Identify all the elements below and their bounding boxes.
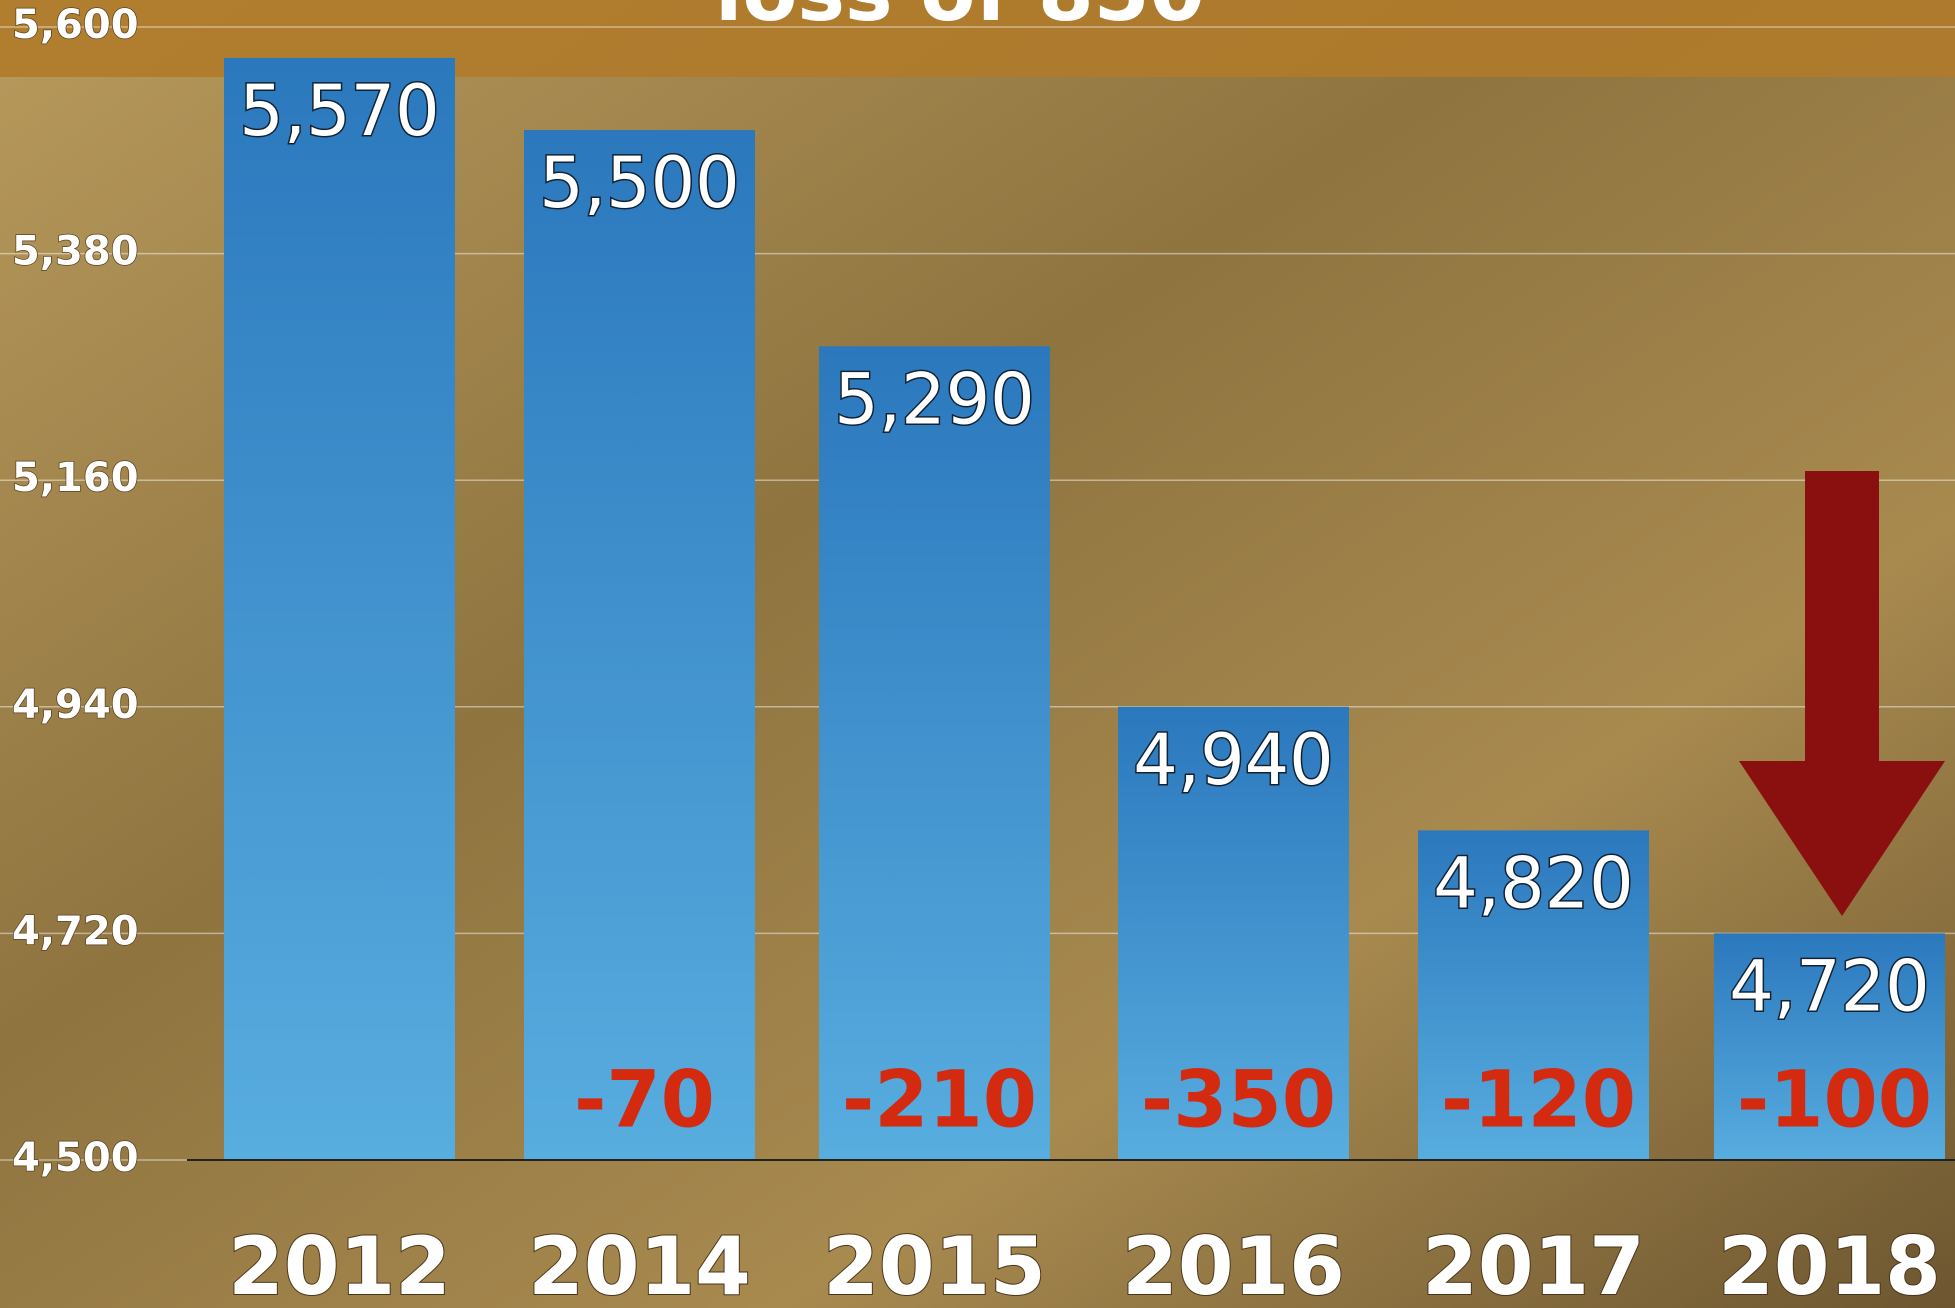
bar <box>819 346 1050 1160</box>
y-tick-label: 4,500 <box>12 1135 139 1181</box>
x-tick-label: 2014 <box>528 1220 751 1308</box>
y-tick-label: 5,600 <box>12 2 139 48</box>
value-label: 4,720 <box>1729 945 1929 1027</box>
value-label: 4,940 <box>1133 719 1333 801</box>
change-label: -120 <box>1441 1055 1636 1145</box>
change-label: -70 <box>574 1055 715 1145</box>
arrow-shaft <box>1805 471 1879 766</box>
bar <box>524 130 755 1160</box>
chart: loss of 850 4,500 4,720 4,940 5,160 5,380 5,6… <box>0 0 1955 1308</box>
x-tick-label: 2018 <box>1718 1220 1941 1308</box>
x-tick-label: 2012 <box>228 1220 451 1308</box>
value-label: 5,570 <box>239 70 439 152</box>
x-tick-label: 2015 <box>823 1220 1046 1308</box>
chart-title: loss of 850 <box>715 0 1205 39</box>
y-tick-label: 5,160 <box>12 455 139 501</box>
bar <box>224 58 455 1160</box>
change-label: -350 <box>1141 1055 1336 1145</box>
y-tick-label: 4,940 <box>12 682 139 728</box>
value-label: 5,290 <box>834 358 1034 440</box>
x-tick-label: 2017 <box>1422 1220 1645 1308</box>
change-label: -210 <box>842 1055 1037 1145</box>
y-tick-label: 5,380 <box>12 229 139 275</box>
x-tick-label: 2016 <box>1122 1220 1345 1308</box>
change-label: -100 <box>1737 1055 1932 1145</box>
value-label: 5,500 <box>539 142 739 224</box>
value-label: 4,820 <box>1433 842 1633 924</box>
y-tick-label: 4,720 <box>12 908 139 954</box>
